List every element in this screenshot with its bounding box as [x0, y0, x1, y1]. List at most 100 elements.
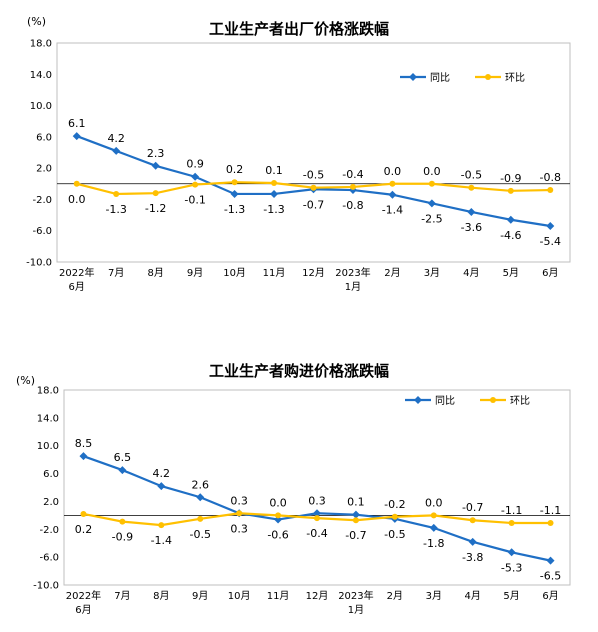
- data-label-mom: -0.7: [462, 501, 483, 514]
- data-label-mom: 0.1: [265, 164, 283, 177]
- data-label-yoy: -0.6: [267, 529, 288, 542]
- data-point-yoy: [427, 199, 436, 208]
- data-point-yoy: [79, 452, 88, 461]
- x-tick-label: 3月: [424, 267, 440, 279]
- data-label-mom: 0.0: [269, 496, 287, 509]
- line-chart-svg: 18.0 14.0 10.0 6.0 2.0 -2.0 -6.0 -10.0 2022年 6月 7月…: [33, 386, 571, 616]
- data-label-yoy: 2.3: [147, 147, 165, 160]
- x-tick-label: 1月: [348, 604, 364, 616]
- data-point-mom: [430, 512, 437, 519]
- x-tick-label: 6月: [542, 267, 558, 279]
- data-point-mom: [391, 513, 398, 520]
- data-point-yoy: [313, 509, 321, 518]
- legend-label: 同比: [435, 395, 455, 407]
- x-tick-label: 4月: [465, 590, 481, 602]
- data-point-mom: [349, 183, 356, 190]
- data-label-yoy: 6.5: [114, 451, 132, 464]
- legend-label: 同比: [430, 72, 450, 84]
- data-point-mom: [73, 180, 80, 187]
- data-point-yoy: [467, 207, 476, 216]
- x-tick-label: 1月: [345, 281, 361, 293]
- data-label-mom: -0.9: [500, 172, 521, 185]
- legend-marker: [409, 73, 417, 81]
- data-point-mom: [231, 179, 238, 186]
- data-label-mom: -1.3: [105, 203, 126, 216]
- data-label-yoy: 0.1: [347, 496, 365, 509]
- data-label-yoy: -1.4: [382, 204, 403, 217]
- x-tick-label: 6月: [75, 604, 91, 616]
- data-label-yoy: 4.2: [153, 467, 171, 480]
- data-point-mom: [389, 180, 396, 187]
- legend-label: 环比: [505, 72, 525, 84]
- x-tick-label: 11月: [267, 590, 290, 602]
- data-label-mom: -1.1: [540, 504, 561, 517]
- y-tick-label: 18.0: [30, 39, 52, 50]
- x-tick-label: 2023年: [338, 589, 373, 602]
- data-label-mom: -0.2: [384, 498, 405, 511]
- x-tick-label: 9月: [192, 590, 208, 602]
- y-tick-label: 14.0: [30, 70, 52, 81]
- data-label-yoy: -0.7: [303, 198, 324, 211]
- x-tick-label: 2月: [387, 590, 403, 602]
- x-tick-label: 7月: [114, 590, 130, 602]
- data-point-mom: [80, 510, 87, 517]
- x-tick-label: 10月: [223, 267, 246, 279]
- data-point-mom: [271, 180, 278, 187]
- data-label-mom: -0.4: [342, 168, 363, 181]
- x-tick-label: 7月: [108, 267, 124, 279]
- x-tick-label: 8月: [153, 590, 169, 602]
- data-point-mom: [113, 190, 120, 197]
- data-label-mom: -0.5: [189, 528, 210, 541]
- data-label-mom: -0.5: [461, 169, 482, 182]
- data-label-mom: -0.9: [112, 531, 133, 544]
- data-point-mom: [507, 187, 514, 194]
- data-point-mom: [119, 518, 126, 525]
- data-point-mom: [508, 520, 515, 527]
- data-label-yoy: -3.8: [462, 551, 483, 564]
- chart-title: 工业生产者出厂价格涨跌幅: [208, 20, 389, 38]
- x-tick-label: 12月: [302, 267, 325, 279]
- data-point-mom: [314, 515, 320, 522]
- plot-area: [56, 42, 571, 263]
- data-point-yoy: [351, 510, 360, 519]
- data-point-mom: [428, 180, 435, 187]
- data-label-mom: 0.2: [75, 523, 93, 536]
- data-point-mom: [158, 522, 165, 529]
- data-label-yoy: 8.5: [75, 437, 93, 450]
- data-label-yoy: 0.9: [186, 158, 204, 171]
- data-label-yoy: 0.3: [230, 494, 248, 507]
- data-label-mom: 0.0: [425, 496, 443, 509]
- x-tick-label: 8月: [147, 267, 163, 279]
- data-label-yoy: -5.4: [540, 235, 561, 248]
- chart-title: 工业生产者购进价格涨跌幅: [208, 362, 389, 380]
- data-label-yoy: -4.6: [500, 229, 521, 242]
- data-label-mom: -0.7: [345, 529, 366, 542]
- x-tick-label: 10月: [228, 590, 251, 602]
- data-point-mom: [310, 184, 317, 191]
- data-point-yoy: [151, 161, 160, 170]
- data-label-mom: 0.0: [68, 193, 86, 206]
- data-point-yoy: [72, 132, 81, 141]
- y-tick-label: -2.0: [32, 195, 52, 206]
- y-unit-label: (%): [16, 374, 36, 387]
- data-point-mom: [192, 181, 199, 188]
- data-point-yoy: [274, 515, 283, 524]
- data-point-mom: [547, 187, 554, 194]
- data-label-mom: -1.4: [151, 534, 172, 547]
- x-tick-label: 5月: [503, 267, 519, 279]
- data-label-mom: -1.2: [145, 202, 166, 215]
- data-label-yoy: -1.8: [423, 537, 444, 550]
- chart-ppi-output: 工业生产者出厂价格涨跌幅 (%) 18.0 14.0 10.0 6.0 2.0 -2.0 -…: [0, 0, 598, 300]
- data-label-mom: -0.4: [306, 527, 327, 540]
- data-point-mom: [468, 184, 475, 191]
- data-label-mom: 0.0: [384, 165, 402, 178]
- data-point-yoy: [270, 189, 279, 198]
- legend-marker: [485, 74, 491, 80]
- data-point-yoy: [546, 222, 555, 231]
- data-label-mom: 0.0: [423, 165, 441, 178]
- data-label-mom: 0.3: [230, 522, 248, 535]
- x-tick-label: 9月: [187, 267, 203, 279]
- data-point-yoy: [506, 215, 515, 224]
- data-point-mom: [152, 190, 159, 197]
- data-point-yoy: [546, 556, 555, 565]
